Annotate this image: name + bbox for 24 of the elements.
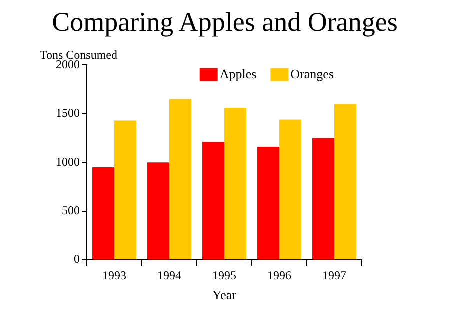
x-axis-title: Year — [212, 288, 238, 303]
y-tick-label: 500 — [62, 203, 80, 218]
bar — [312, 138, 334, 260]
bar — [202, 142, 224, 260]
bar — [114, 120, 136, 260]
legend-label: Oranges — [290, 66, 334, 82]
bar — [170, 99, 192, 260]
x-tick-label: 1994 — [158, 268, 182, 282]
bar — [148, 162, 170, 260]
bar — [92, 167, 114, 260]
y-tick-label: 1500 — [56, 106, 80, 120]
bar — [258, 147, 280, 260]
x-tick-label: 1995 — [212, 268, 236, 282]
x-tick-label: 1996 — [268, 268, 292, 282]
chart-title: Comparing Apples and Oranges — [51, 6, 399, 39]
bar — [334, 104, 356, 260]
legend-label: Apples — [220, 66, 257, 82]
y-tick-label: 1000 — [56, 154, 80, 169]
y-tick-label: 0 — [74, 252, 80, 266]
x-tick-label: 1993 — [102, 268, 126, 282]
x-tick-label: 1997 — [322, 268, 346, 282]
bar — [280, 120, 302, 260]
y-axis-title: Tons Consumed — [40, 48, 118, 62]
bar — [224, 108, 246, 260]
